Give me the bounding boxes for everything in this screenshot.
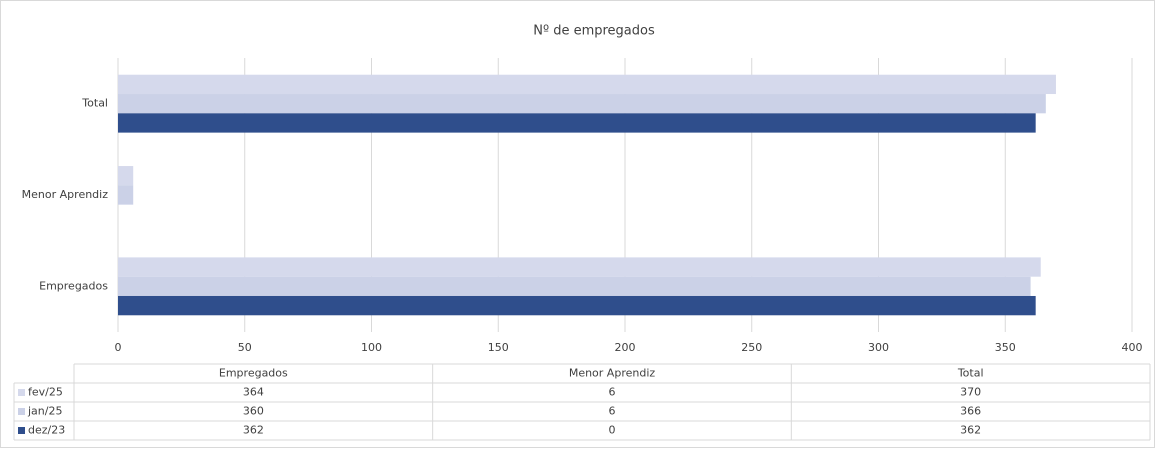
table-cell: 6 [609,386,616,399]
bar [118,276,1031,296]
bar [118,185,134,205]
bar [118,257,1041,277]
table-cell: 362 [960,424,981,437]
chart-title: Nº de empregados [533,24,655,39]
x-tick-label: 250 [741,341,762,354]
legend-swatch [18,408,25,415]
table-cell: 0 [609,424,616,437]
table-header: Menor Aprendiz [569,367,656,380]
bar [118,94,1046,114]
table-header: Total [957,367,984,380]
table-cell: 362 [243,424,264,437]
x-tick-label: 200 [615,341,636,354]
x-tick-label: 150 [488,341,509,354]
y-tick-label: Empregados [39,279,108,292]
x-tick-label: 350 [995,341,1016,354]
x-tick-label: 100 [361,341,382,354]
bar [118,166,134,186]
table-cell: 360 [243,405,264,418]
legend-swatch [18,389,25,396]
x-tick-label: 400 [1122,341,1143,354]
legend-label: fev/25 [28,386,63,399]
x-tick-label: 50 [238,341,252,354]
bar [118,295,1036,316]
table-header: Empregados [219,367,288,380]
y-tick-label: Total [81,97,108,110]
legend-swatch [18,427,25,434]
table-cell: 370 [960,386,981,399]
table-cell: 6 [609,405,616,418]
legend-label: jan/25 [27,405,62,418]
legend-label: dez/23 [28,424,65,437]
x-tick-label: 300 [868,341,889,354]
x-tick-label: 0 [115,341,122,354]
bar [118,113,1036,133]
table-cell: 366 [960,405,981,418]
table-cell: 364 [243,386,264,399]
bar [118,74,1056,95]
y-tick-label: Menor Aprendiz [22,188,109,201]
